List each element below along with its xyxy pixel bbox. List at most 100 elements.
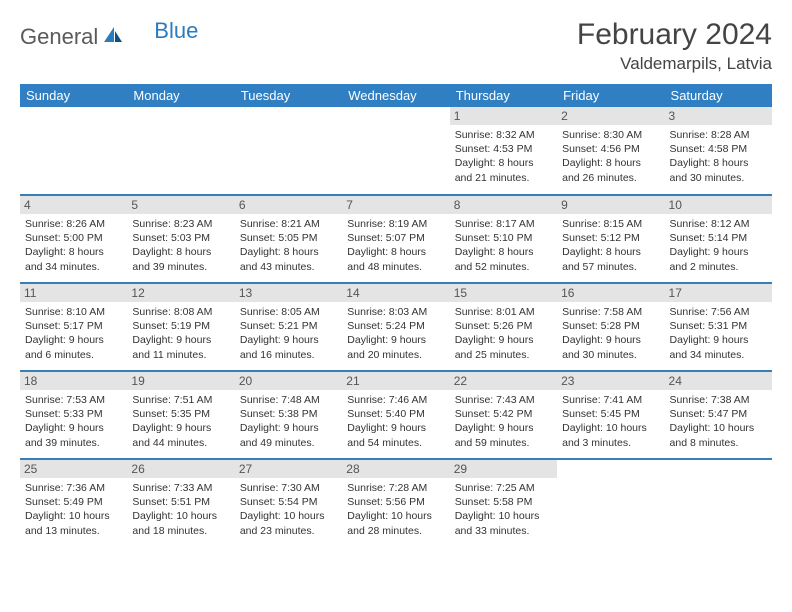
day-info: Sunrise: 7:38 AMSunset: 5:47 PMDaylight:… (670, 393, 767, 450)
col-saturday: Saturday (665, 84, 772, 107)
calendar-cell: 4 Sunrise: 8:26 AMSunset: 5:00 PMDaylight… (20, 195, 127, 283)
calendar-cell: 29 Sunrise: 7:25 AMSunset: 5:58 PMDayligh… (450, 459, 557, 547)
day-number: 27 (235, 460, 342, 478)
calendar-cell: 9 Sunrise: 8:15 AMSunset: 5:12 PMDaylight… (557, 195, 664, 283)
calendar-cell: 18 Sunrise: 7:53 AMSunset: 5:33 PMDayligh… (20, 371, 127, 459)
day-info: Sunrise: 7:33 AMSunset: 5:51 PMDaylight:… (132, 481, 229, 538)
calendar-cell: 12 Sunrise: 8:08 AMSunset: 5:19 PMDayligh… (127, 283, 234, 371)
calendar-cell: 21 Sunrise: 7:46 AMSunset: 5:40 PMDayligh… (342, 371, 449, 459)
calendar-cell: 8 Sunrise: 8:17 AMSunset: 5:10 PMDaylight… (450, 195, 557, 283)
calendar-cell: 1 Sunrise: 8:32 AMSunset: 4:53 PMDaylight… (450, 107, 557, 195)
calendar-row: 25 Sunrise: 7:36 AMSunset: 5:49 PMDayligh… (20, 459, 772, 547)
day-number: 8 (450, 196, 557, 214)
day-info: Sunrise: 7:56 AMSunset: 5:31 PMDaylight:… (670, 305, 767, 362)
day-info: Sunrise: 7:53 AMSunset: 5:33 PMDaylight:… (25, 393, 122, 450)
day-info: Sunrise: 7:36 AMSunset: 5:49 PMDaylight:… (25, 481, 122, 538)
calendar-cell: 26 Sunrise: 7:33 AMSunset: 5:51 PMDayligh… (127, 459, 234, 547)
calendar-cell: 11Sunrise: 8:10 AMSunset: 5:17 PMDayligh… (20, 283, 127, 371)
day-number: 2 (557, 107, 664, 125)
day-number: 9 (557, 196, 664, 214)
day-number: 24 (665, 372, 772, 390)
day-info: Sunrise: 7:48 AMSunset: 5:38 PMDaylight:… (240, 393, 337, 450)
calendar-row: 18 Sunrise: 7:53 AMSunset: 5:33 PMDayligh… (20, 371, 772, 459)
brand-word2: Blue (154, 18, 198, 44)
day-info: Sunrise: 8:32 AMSunset: 4:53 PMDaylight:… (455, 128, 552, 185)
day-number: 21 (342, 372, 449, 390)
day-number: 20 (235, 372, 342, 390)
calendar-cell: 28 Sunrise: 7:28 AMSunset: 5:56 PMDayligh… (342, 459, 449, 547)
day-number: 4 (20, 196, 127, 214)
day-number: 14 (342, 284, 449, 302)
col-monday: Monday (127, 84, 234, 107)
calendar-cell: 14 Sunrise: 8:03 AMSunset: 5:24 PMDayligh… (342, 283, 449, 371)
day-info: Sunrise: 7:58 AMSunset: 5:28 PMDaylight:… (562, 305, 659, 362)
sail-icon (102, 25, 124, 50)
col-tuesday: Tuesday (235, 84, 342, 107)
day-info: Sunrise: 8:15 AMSunset: 5:12 PMDaylight:… (562, 217, 659, 274)
day-number: 12 (127, 284, 234, 302)
day-info: Sunrise: 8:01 AMSunset: 5:26 PMDaylight:… (455, 305, 552, 362)
day-number: 16 (557, 284, 664, 302)
calendar-row: 4 Sunrise: 8:26 AMSunset: 5:00 PMDaylight… (20, 195, 772, 283)
day-number: 13 (235, 284, 342, 302)
calendar-cell (665, 459, 772, 547)
day-number: 3 (665, 107, 772, 125)
calendar-cell (20, 107, 127, 195)
day-number: 18 (20, 372, 127, 390)
day-number: 7 (342, 196, 449, 214)
brand-logo: General Blue (20, 18, 198, 50)
day-number: 23 (557, 372, 664, 390)
col-friday: Friday (557, 84, 664, 107)
col-sunday: Sunday (20, 84, 127, 107)
col-thursday: Thursday (450, 84, 557, 107)
day-info: Sunrise: 8:23 AMSunset: 5:03 PMDaylight:… (132, 217, 229, 274)
day-number: 28 (342, 460, 449, 478)
day-info: Sunrise: 8:21 AMSunset: 5:05 PMDaylight:… (240, 217, 337, 274)
calendar-cell (235, 107, 342, 195)
calendar-cell: 20 Sunrise: 7:48 AMSunset: 5:38 PMDayligh… (235, 371, 342, 459)
day-info: Sunrise: 8:05 AMSunset: 5:21 PMDaylight:… (240, 305, 337, 362)
day-info: Sunrise: 7:30 AMSunset: 5:54 PMDaylight:… (240, 481, 337, 538)
calendar-cell: 10Sunrise: 8:12 AMSunset: 5:14 PMDayligh… (665, 195, 772, 283)
day-info: Sunrise: 7:51 AMSunset: 5:35 PMDaylight:… (132, 393, 229, 450)
day-info: Sunrise: 8:26 AMSunset: 5:00 PMDaylight:… (25, 217, 122, 274)
calendar-row: 1 Sunrise: 8:32 AMSunset: 4:53 PMDaylight… (20, 107, 772, 195)
calendar-cell: 23 Sunrise: 7:41 AMSunset: 5:45 PMDayligh… (557, 371, 664, 459)
calendar-cell: 19Sunrise: 7:51 AMSunset: 5:35 PMDayligh… (127, 371, 234, 459)
day-info: Sunrise: 8:19 AMSunset: 5:07 PMDaylight:… (347, 217, 444, 274)
day-info: Sunrise: 8:12 AMSunset: 5:14 PMDaylight:… (670, 217, 767, 274)
day-number: 1 (450, 107, 557, 125)
day-number: 5 (127, 196, 234, 214)
day-number: 25 (20, 460, 127, 478)
calendar-cell: 7 Sunrise: 8:19 AMSunset: 5:07 PMDaylight… (342, 195, 449, 283)
day-info: Sunrise: 8:08 AMSunset: 5:19 PMDaylight:… (132, 305, 229, 362)
day-info: Sunrise: 8:28 AMSunset: 4:58 PMDaylight:… (670, 128, 767, 185)
calendar-cell: 2Sunrise: 8:30 AMSunset: 4:56 PMDaylight… (557, 107, 664, 195)
day-number: 11 (20, 284, 127, 302)
day-info: Sunrise: 7:46 AMSunset: 5:40 PMDaylight:… (347, 393, 444, 450)
day-number: 6 (235, 196, 342, 214)
day-number: 26 (127, 460, 234, 478)
day-number: 15 (450, 284, 557, 302)
title-block: February 2024 Valdemarpils, Latvia (577, 18, 772, 74)
day-info: Sunrise: 8:03 AMSunset: 5:24 PMDaylight:… (347, 305, 444, 362)
calendar-cell: 27 Sunrise: 7:30 AMSunset: 5:54 PMDayligh… (235, 459, 342, 547)
calendar-cell: 17Sunrise: 7:56 AMSunset: 5:31 PMDayligh… (665, 283, 772, 371)
day-info: Sunrise: 7:41 AMSunset: 5:45 PMDaylight:… (562, 393, 659, 450)
day-number: 29 (450, 460, 557, 478)
calendar-cell: 3 Sunrise: 8:28 AMSunset: 4:58 PMDaylight… (665, 107, 772, 195)
calendar-cell: 13 Sunrise: 8:05 AMSunset: 5:21 PMDayligh… (235, 283, 342, 371)
page-header: General Blue February 2024 Valdemarpils,… (20, 18, 772, 74)
weekday-header-row: Sunday Monday Tuesday Wednesday Thursday… (20, 84, 772, 107)
day-number: 22 (450, 372, 557, 390)
calendar-cell: 6 Sunrise: 8:21 AMSunset: 5:05 PMDaylight… (235, 195, 342, 283)
col-wednesday: Wednesday (342, 84, 449, 107)
day-info: Sunrise: 7:28 AMSunset: 5:56 PMDaylight:… (347, 481, 444, 538)
month-title: February 2024 (577, 18, 772, 52)
calendar-row: 11Sunrise: 8:10 AMSunset: 5:17 PMDayligh… (20, 283, 772, 371)
day-info: Sunrise: 7:25 AMSunset: 5:58 PMDaylight:… (455, 481, 552, 538)
calendar-cell: 25 Sunrise: 7:36 AMSunset: 5:49 PMDayligh… (20, 459, 127, 547)
calendar-cell: 15 Sunrise: 8:01 AMSunset: 5:26 PMDayligh… (450, 283, 557, 371)
day-info: Sunrise: 8:17 AMSunset: 5:10 PMDaylight:… (455, 217, 552, 274)
calendar-cell: 22Sunrise: 7:43 AMSunset: 5:42 PMDayligh… (450, 371, 557, 459)
